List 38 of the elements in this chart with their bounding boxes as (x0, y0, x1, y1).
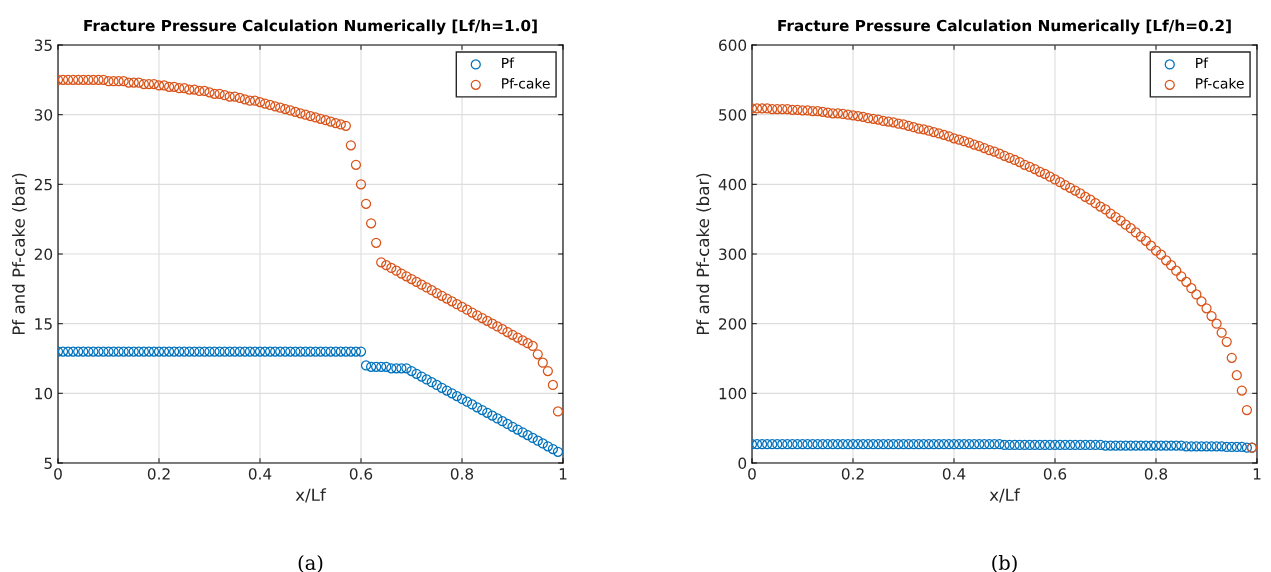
x-tick-label: 0.6 (349, 468, 373, 480)
x-tick-label: 0.2 (841, 468, 864, 480)
legend-label: Pf (502, 57, 515, 69)
x-tick-label: 0 (54, 468, 62, 480)
legend-label: Pf-cake (1196, 77, 1244, 89)
y-axis-title: Pf and Pf-cake (bar) (696, 173, 712, 335)
x-tick-label: 0 (748, 468, 756, 480)
x-tick-label: 0.4 (942, 468, 966, 480)
y-axis-title: Pf and Pf-cake (bar) (12, 173, 27, 335)
y-tick-label: 30 (34, 109, 53, 121)
y-tick-label: 5 (44, 457, 52, 470)
x-axis-title: x/Lf (989, 488, 1021, 503)
y-tick-label: 20 (34, 248, 53, 261)
text: (b) (992, 554, 1017, 572)
y-tick-label: 15 (35, 318, 52, 330)
x-tick-label: 1 (559, 468, 567, 480)
chart-title: Fracture Pressure Calculation Numerically [Lf/h=1.0] (84, 19, 537, 35)
legend-label: Pf (1196, 57, 1209, 69)
x-axis-title: x/Lf (295, 488, 327, 503)
legend-label: Pf-cake (502, 77, 550, 89)
x-tick-label: 0.8 (450, 468, 474, 480)
x-tick-label: 0.2 (147, 468, 170, 480)
y-tick-label: 300 (719, 248, 747, 261)
y-tick-label: 200 (719, 318, 747, 330)
y-tick-label: 35 (34, 39, 52, 52)
y-tick-label: 600 (719, 39, 747, 52)
chart-title: Fracture Pressure Calculation Numerically [Lf/h=0.2] (778, 19, 1231, 35)
y-tick-label: 500 (719, 109, 747, 121)
x-tick-label: 0.8 (1144, 468, 1168, 480)
x-tick-label: 0.6 (1043, 468, 1067, 480)
x-tick-label: 1 (1253, 468, 1261, 480)
y-tick-label: 10 (35, 387, 53, 400)
text: (a) (298, 554, 323, 572)
y-tick-label: 25 (34, 178, 52, 191)
y-tick-label: 400 (718, 178, 747, 191)
x-tick-label: 0.4 (248, 468, 272, 480)
y-tick-label: 0 (738, 457, 747, 470)
y-tick-label: 100 (719, 387, 747, 400)
